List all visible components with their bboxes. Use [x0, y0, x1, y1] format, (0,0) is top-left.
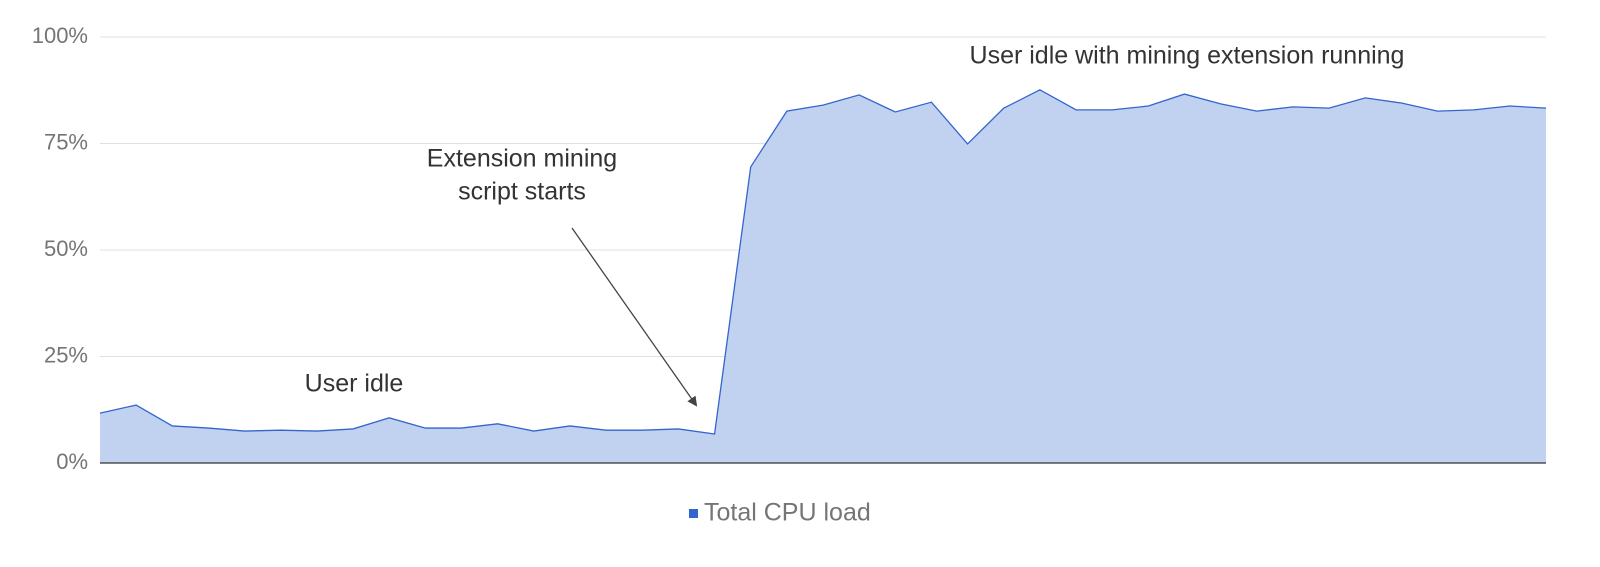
- legend-label: Total CPU load: [704, 499, 871, 527]
- y-tick-label: 75%: [44, 129, 88, 154]
- y-tick-label: 25%: [44, 342, 88, 367]
- y-tick-label: 100%: [32, 23, 88, 48]
- annotations: User idle Extension mining script starts Us…: [305, 42, 1405, 398]
- legend-swatch: [689, 509, 698, 518]
- area-fill: [100, 89, 1546, 463]
- annotation: script starts: [458, 178, 586, 206]
- series-line: [99, 89, 1547, 435]
- legend: Total CPU load: [689, 499, 871, 527]
- annotation-arrow: [571, 227, 698, 407]
- plot: [99, 89, 1547, 464]
- annotation: User idle: [305, 370, 404, 398]
- annotation: User idle with mining extension running: [970, 42, 1405, 70]
- y-tick-label: 50%: [44, 236, 88, 261]
- annotation: Extension mining: [427, 145, 617, 173]
- y-tick-label: 0%: [56, 449, 88, 474]
